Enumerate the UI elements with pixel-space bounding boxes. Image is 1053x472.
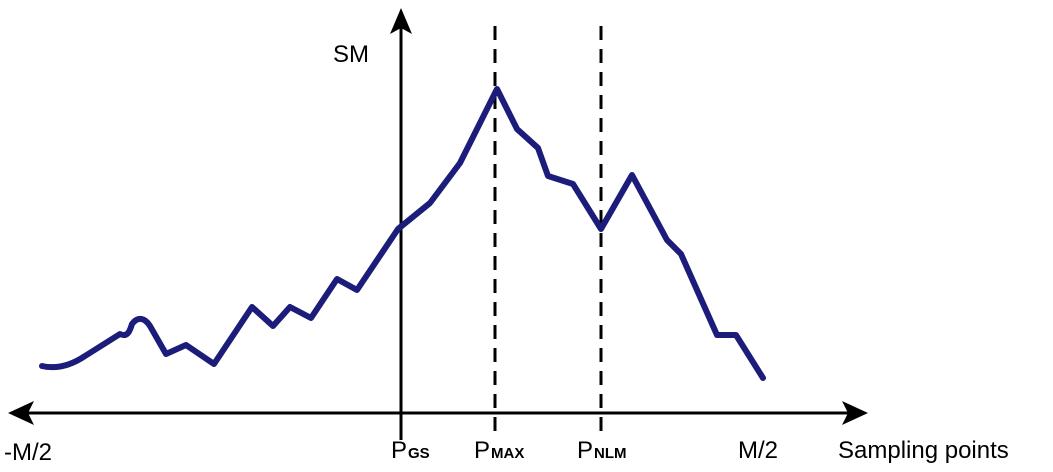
p-nlm-base: P [577, 437, 593, 464]
y-axis-label: SM [333, 41, 369, 68]
left-end-label: -M/2 [4, 439, 52, 466]
p-max-subscript: MAX [491, 445, 524, 462]
x-axis-right-arrow [842, 401, 868, 425]
p-nlm-subscript: NLM [594, 445, 627, 462]
p-gs-label: PGS [391, 437, 430, 464]
x-axis-left-arrow [8, 401, 34, 425]
x-axis-label: Sampling points [838, 437, 1009, 464]
sm-curve [39, 86, 766, 381]
p-gs-base: P [391, 437, 407, 464]
y-axis-up-arrow [390, 8, 412, 34]
p-gs-subscript: GS [408, 445, 430, 462]
right-end-label: M/2 [738, 437, 778, 464]
p-max-base: P [474, 437, 490, 464]
p-max-label: PMAX [474, 437, 524, 464]
p-nlm-label: PNLM [577, 437, 627, 464]
